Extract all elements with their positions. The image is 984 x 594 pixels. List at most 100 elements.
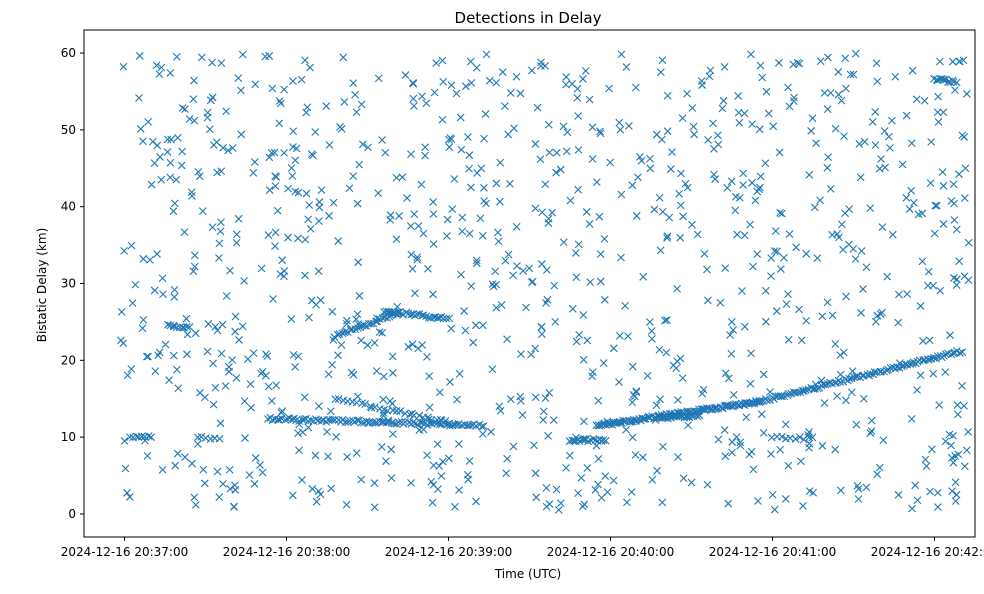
- data-point: [237, 130, 246, 139]
- data-point: [287, 164, 296, 172]
- data-point: [301, 235, 310, 244]
- data-point: [689, 122, 698, 131]
- data-point: [467, 183, 475, 192]
- data-point: [922, 462, 931, 470]
- data-point: [328, 307, 337, 316]
- data-point: [389, 369, 397, 377]
- data-point: [631, 83, 640, 92]
- data-point: [774, 58, 783, 67]
- data-point: [447, 135, 456, 144]
- data-point: [353, 392, 362, 401]
- data-point: [842, 396, 850, 405]
- data-point: [808, 114, 817, 123]
- data-point: [147, 433, 156, 442]
- data-point: [370, 503, 379, 512]
- data-point: [298, 476, 306, 484]
- data-point: [579, 435, 588, 443]
- data-point: [334, 351, 342, 360]
- data-point: [306, 63, 314, 72]
- data-point: [919, 337, 927, 345]
- data-point: [461, 326, 470, 335]
- data-point: [315, 198, 324, 206]
- data-point: [219, 143, 227, 152]
- data-point: [759, 428, 768, 437]
- data-point: [325, 141, 334, 149]
- data-point: [579, 355, 588, 364]
- data-point: [382, 457, 390, 466]
- data-point: [579, 311, 588, 319]
- data-point: [215, 493, 224, 502]
- data-point: [189, 95, 198, 104]
- data-point: [850, 373, 859, 382]
- data-point: [928, 445, 936, 454]
- data-point: [571, 249, 580, 257]
- data-point: [924, 281, 932, 290]
- data-point: [936, 57, 944, 66]
- data-point: [298, 428, 307, 437]
- data-point: [960, 462, 969, 471]
- data-point: [398, 173, 407, 182]
- data-point: [778, 209, 786, 218]
- data-point: [784, 335, 793, 344]
- data-point: [824, 53, 832, 62]
- data-point: [585, 95, 594, 104]
- data-point: [215, 434, 224, 443]
- data-point: [697, 77, 706, 85]
- data-point: [342, 500, 351, 509]
- data-point: [358, 140, 367, 149]
- data-point: [816, 196, 824, 205]
- data-point: [341, 327, 350, 336]
- data-point: [394, 418, 403, 427]
- data-point: [932, 201, 941, 210]
- data-point: [517, 350, 525, 359]
- data-point: [591, 486, 600, 494]
- data-point: [601, 436, 610, 445]
- data-point: [190, 493, 199, 502]
- data-point: [142, 352, 151, 361]
- data-point: [688, 104, 697, 112]
- data-point: [958, 381, 966, 390]
- data-point: [217, 218, 225, 227]
- data-point: [574, 145, 583, 154]
- data-point: [381, 148, 390, 157]
- data-point: [952, 275, 961, 284]
- data-point: [880, 367, 889, 376]
- data-point: [596, 129, 605, 138]
- data-point: [245, 471, 254, 479]
- data-point: [681, 179, 690, 188]
- data-point: [458, 213, 467, 222]
- data-point: [159, 290, 167, 299]
- data-point: [831, 124, 840, 133]
- data-point: [594, 454, 603, 463]
- data-point: [750, 399, 759, 408]
- data-point: [384, 307, 393, 316]
- data-point: [836, 370, 845, 379]
- data-point: [836, 486, 845, 495]
- data-point: [845, 374, 854, 383]
- data-point: [119, 339, 128, 348]
- data-point: [720, 63, 729, 71]
- data-point: [512, 72, 521, 81]
- data-point: [139, 254, 148, 263]
- data-point: [305, 313, 313, 322]
- data-point: [506, 395, 515, 404]
- data-point: [581, 66, 590, 75]
- x-tick-label: 2024-12-16 20:37:00: [61, 545, 188, 559]
- data-point: [150, 159, 159, 168]
- data-point: [951, 497, 960, 506]
- data-point: [662, 348, 671, 357]
- data-point: [940, 75, 948, 84]
- data-point: [443, 232, 451, 240]
- data-point: [873, 311, 882, 320]
- data-point: [170, 199, 179, 208]
- data-point: [858, 371, 867, 380]
- data-point: [646, 164, 655, 173]
- data-point: [402, 308, 411, 317]
- data-point: [757, 410, 766, 419]
- data-point: [632, 212, 641, 220]
- data-point: [964, 238, 973, 247]
- data-point: [871, 107, 880, 116]
- data-point: [379, 411, 388, 420]
- data-point: [447, 324, 455, 333]
